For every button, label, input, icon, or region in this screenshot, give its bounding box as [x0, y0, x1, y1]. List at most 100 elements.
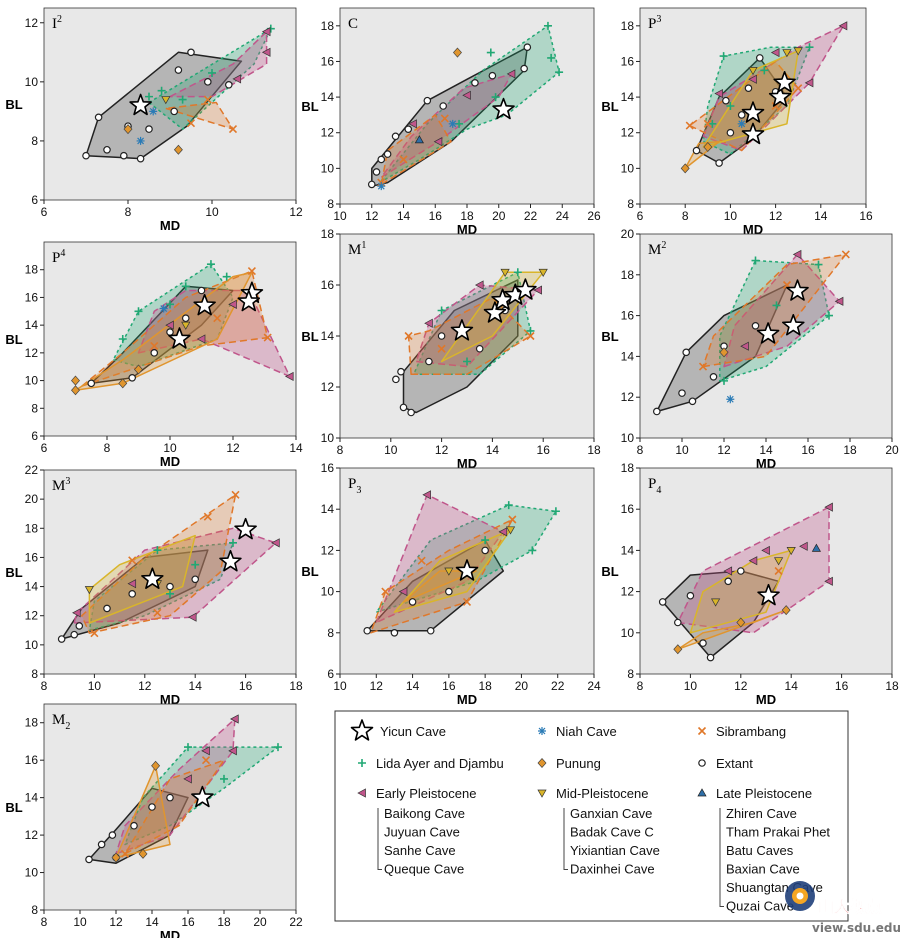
x-tick-label: 14 [406, 679, 420, 693]
point-early [433, 137, 443, 147]
plot-layer [82, 24, 275, 163]
point-extant [439, 102, 447, 110]
point-extant [197, 286, 206, 295]
x-axis-label: MD [457, 456, 477, 471]
y-tick-label: 8 [31, 134, 38, 148]
legend-marker-punung [537, 757, 547, 769]
point-yicun [141, 567, 164, 589]
legend-sites-early: Baikong Cave Juyuan Cave Sanhe Cave Queque … [377, 806, 465, 877]
point-extant [658, 598, 667, 606]
point-early [72, 608, 81, 618]
x-tick-label: 10 [724, 209, 738, 223]
y-tick-label: 18 [25, 263, 39, 277]
plot-layer [392, 268, 548, 417]
panel-title: M1 [348, 240, 366, 258]
y-tick-label: 16 [621, 54, 635, 68]
y-tick-label: 8 [627, 197, 634, 211]
point-sibrambang [153, 608, 162, 617]
point-sibrambang [440, 114, 449, 123]
x-axis-label: MD [457, 692, 477, 707]
site-name: Baikong Cave [384, 806, 465, 821]
point-lida [751, 256, 760, 265]
point-extant [103, 145, 111, 154]
point-extant [709, 372, 718, 381]
point-yicun [168, 327, 191, 349]
point-lida [166, 300, 174, 309]
x-tick-label: 14 [189, 679, 203, 693]
x-axis-label: MD [160, 692, 180, 707]
x-tick-label: 22 [524, 209, 538, 223]
plot-area [340, 8, 594, 204]
x-tick-label: 10 [333, 209, 347, 223]
point-yicun [191, 785, 214, 808]
point-early [506, 69, 516, 79]
point-sibrambang [213, 314, 222, 323]
point-niah [726, 395, 735, 404]
x-tick-label: 22 [289, 915, 303, 929]
point-extant [148, 803, 156, 811]
watermark-logo-text: 山大视点 [818, 897, 882, 916]
point-lida [208, 68, 216, 77]
panel-title: P3 [348, 476, 361, 496]
y-tick-label: 18 [621, 461, 635, 475]
point-lida [118, 335, 127, 343]
point-lida [547, 53, 556, 62]
point-extant [744, 84, 753, 92]
y-tick-label: 20 [621, 227, 635, 241]
y-tick-label: 8 [31, 401, 38, 415]
site-name: Zhiren Cave [726, 806, 797, 821]
x-tick-label: 18 [587, 443, 601, 457]
x-tick-label: 14 [759, 443, 773, 457]
x-tick-label: 16 [801, 443, 815, 457]
point-mid [710, 598, 721, 607]
point-early [804, 78, 814, 88]
y-axis-label: BL [301, 99, 318, 114]
y-axis-label: BL [5, 332, 22, 347]
point-sibrambang [404, 331, 413, 341]
point-early [228, 746, 237, 756]
point-extant [204, 78, 212, 86]
x-tick-label: 18 [885, 679, 899, 693]
x-tick-label: 8 [682, 209, 689, 223]
point-extant [404, 125, 413, 133]
x-tick-label: 16 [859, 209, 873, 223]
x-tick-label: 10 [384, 443, 398, 457]
point-sibrambang [685, 121, 694, 130]
point-mid [505, 526, 516, 535]
y-tick-label: 10 [25, 374, 39, 388]
y-tick-label: 10 [25, 866, 39, 880]
point-extant [108, 831, 117, 839]
y-tick-label: 14 [621, 543, 635, 557]
point-sibrambang [381, 587, 390, 596]
x-tick-label: 12 [370, 679, 384, 693]
point-extant [367, 180, 376, 189]
y-tick-label: 16 [25, 753, 39, 767]
point-extant [673, 618, 682, 627]
x-tick-label: 12 [226, 441, 240, 455]
legend-item-niah: Niah Cave [538, 724, 617, 739]
point-extant [715, 159, 723, 167]
x-tick-label: 12 [365, 209, 379, 223]
y-tick-label: 18 [25, 521, 39, 535]
panel-title: M2 [52, 712, 70, 732]
x-tick-label: 14 [145, 915, 159, 929]
point-yicun [234, 517, 257, 540]
point-sibrambang [508, 515, 517, 524]
point-early [271, 538, 280, 548]
point-yicun [757, 583, 780, 606]
point-sibrambang [462, 597, 472, 606]
point-punung [173, 144, 183, 155]
y-tick-label: 14 [621, 349, 635, 363]
point-lida [555, 68, 564, 77]
y-tick-label: 12 [25, 16, 39, 30]
x-tick-label: 18 [843, 443, 857, 457]
legend-label: Late Pleistocene [716, 786, 812, 801]
legend-item-punung: Punung [537, 756, 601, 771]
point-extant [150, 349, 159, 357]
y-tick-label: 18 [321, 19, 335, 33]
point-early [474, 280, 484, 290]
x-tick-label: 12 [289, 205, 303, 219]
point-lida [772, 301, 781, 310]
point-sibrambang [698, 362, 708, 371]
